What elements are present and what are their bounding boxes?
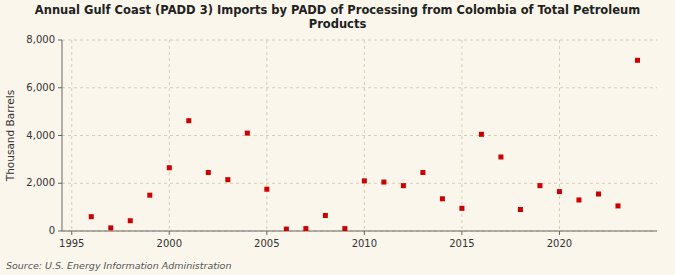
point — [420, 170, 425, 175]
y-tick — [58, 40, 62, 41]
point — [284, 227, 289, 231]
x-tick — [266, 231, 267, 235]
x-grid-line — [169, 40, 170, 231]
x-tick-label: 2020 — [547, 238, 572, 249]
point — [264, 187, 269, 192]
point — [323, 213, 328, 218]
point — [245, 131, 250, 136]
point — [303, 226, 308, 231]
y-tick-label: 2,000 — [26, 177, 55, 188]
x-tick — [364, 231, 365, 235]
x-grid-line — [71, 40, 72, 231]
y-tick-label: 8,000 — [26, 34, 55, 45]
point — [459, 206, 464, 211]
x-tick-label: 2010 — [352, 238, 377, 249]
y-axis-line — [62, 40, 63, 231]
y-tick-label: 6,000 — [26, 82, 55, 93]
point — [128, 218, 133, 223]
x-grid-line — [559, 40, 560, 231]
y-tick — [58, 231, 62, 232]
x-tick — [71, 231, 72, 235]
point — [498, 154, 503, 159]
axes: 0 2,000 4,000 6,000 8,000 1995 2000 2005 2010 201… — [26, 34, 657, 249]
x-tick — [461, 231, 462, 235]
chart: 0 2,000 4,000 6,000 8,000 1995 2000 2005 2010 201… — [0, 0, 675, 275]
grid — [62, 40, 657, 231]
title: Annual Gulf Coast (PADD 3) Imports by PA… — [35, 3, 640, 31]
background — [0, 0, 675, 275]
x-axis-line — [62, 231, 657, 232]
y-grid-line — [62, 231, 657, 232]
point — [635, 58, 640, 63]
point — [89, 214, 94, 219]
point — [537, 183, 542, 188]
point — [362, 178, 367, 183]
y-axis-label: Thousand Barrels — [4, 90, 16, 182]
point — [479, 132, 484, 137]
point — [342, 226, 347, 231]
x-grid-line — [364, 40, 365, 231]
point — [225, 177, 230, 182]
point — [186, 118, 191, 123]
y-tick — [58, 135, 62, 136]
y-tick — [58, 183, 62, 184]
point — [147, 193, 152, 198]
point — [440, 196, 445, 201]
y-grid-line — [62, 183, 657, 184]
x-tick-label: 2000 — [157, 238, 182, 249]
point — [401, 183, 406, 188]
point — [596, 191, 601, 196]
y-tick-label: 4,000 — [26, 130, 55, 141]
points — [89, 58, 640, 231]
x-tick-label: 2015 — [449, 238, 474, 249]
x-tick — [169, 231, 170, 235]
y-grid-line — [62, 135, 657, 136]
source: Source: U.S. Energy Information Administ… — [6, 260, 231, 271]
x-tick-label: 1995 — [59, 238, 84, 249]
point — [381, 180, 386, 185]
point — [518, 207, 523, 212]
y-grid-line — [62, 87, 657, 88]
x-grid-line — [266, 40, 267, 231]
x-grid-line — [461, 40, 462, 231]
point — [167, 165, 172, 170]
x-tick-label: 2005 — [254, 238, 279, 249]
point — [108, 225, 113, 230]
y-grid-line — [62, 40, 657, 41]
y-tick — [58, 87, 62, 88]
x-tick — [559, 231, 560, 235]
point — [557, 189, 562, 194]
point — [615, 203, 620, 208]
point — [576, 197, 581, 202]
y-tick-label: 0 — [49, 225, 55, 236]
point — [206, 170, 211, 175]
